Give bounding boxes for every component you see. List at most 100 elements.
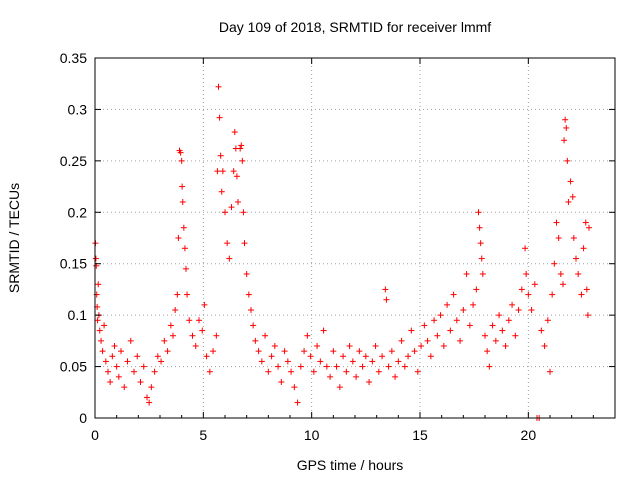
- data-point: [158, 358, 165, 365]
- data-point: [512, 332, 519, 339]
- data-point: [210, 348, 217, 355]
- data-point: [549, 291, 556, 298]
- data-point: [492, 337, 499, 344]
- data-point: [268, 353, 275, 360]
- data-point: [243, 271, 250, 277]
- y-tick-label: 0.05: [60, 359, 87, 375]
- data-point: [382, 286, 389, 293]
- data-point: [346, 343, 353, 349]
- data-points: [92, 83, 592, 421]
- data-point: [189, 332, 196, 339]
- data-point: [248, 307, 254, 313]
- chart-title: Day 109 of 2018, SRMTID for receiver lmm…: [219, 19, 491, 35]
- data-point: [179, 199, 186, 205]
- data-point: [180, 224, 187, 231]
- plot-frame: [94, 57, 616, 419]
- data-point: [541, 343, 548, 349]
- data-point: [199, 327, 206, 334]
- data-point: [343, 368, 350, 375]
- data-point: [213, 332, 220, 339]
- data-point: [183, 265, 189, 272]
- data-point: [584, 312, 591, 319]
- data-point: [255, 348, 262, 355]
- data-point: [278, 379, 285, 385]
- data-point: [96, 327, 103, 334]
- data-point: [479, 271, 486, 277]
- data-point: [411, 348, 418, 355]
- data-point: [186, 317, 193, 324]
- data-point: [398, 337, 405, 344]
- data-point: [392, 373, 399, 380]
- data-point: [525, 291, 532, 298]
- y-tick-label: 0.25: [60, 153, 87, 169]
- data-point: [219, 168, 226, 175]
- data-point: [437, 312, 444, 319]
- data-point: [121, 384, 128, 391]
- data-point: [111, 343, 118, 349]
- data-point: [235, 199, 241, 205]
- data-point: [518, 286, 525, 293]
- data-point: [578, 291, 585, 298]
- data-point: [161, 337, 168, 344]
- data-point: [184, 291, 191, 298]
- x-tick-label: 5: [199, 427, 207, 443]
- data-point: [291, 384, 298, 391]
- data-point: [203, 353, 210, 360]
- data-point: [457, 337, 464, 344]
- data-point: [297, 363, 304, 370]
- data-point: [181, 245, 188, 252]
- data-point: [167, 322, 174, 329]
- data-point: [95, 281, 102, 288]
- data-point: [372, 343, 379, 349]
- data-point: [565, 199, 572, 205]
- data-point: [310, 368, 317, 375]
- x-axis-label: GPS time / hours: [297, 457, 404, 473]
- data-point: [475, 209, 482, 216]
- data-point: [450, 291, 457, 298]
- data-point: [271, 343, 278, 349]
- y-tick-label: 0.2: [68, 204, 88, 220]
- data-point: [444, 301, 451, 308]
- data-point: [482, 332, 488, 339]
- data-point: [241, 240, 248, 247]
- data-point: [580, 245, 587, 252]
- data-point: [250, 322, 257, 329]
- data-point: [164, 348, 171, 355]
- data-point: [563, 124, 570, 131]
- data-point: [460, 307, 467, 313]
- data-point: [405, 353, 412, 360]
- data-point: [118, 348, 124, 355]
- data-point: [515, 307, 522, 313]
- y-tick-label: 0.35: [60, 50, 87, 66]
- y-tick-label: 0.1: [68, 307, 88, 323]
- data-point: [434, 332, 441, 339]
- data-point: [379, 353, 386, 360]
- data-point: [307, 353, 314, 360]
- data-point: [206, 368, 213, 375]
- data-point: [239, 157, 246, 164]
- data-point: [340, 353, 347, 360]
- data-point: [477, 240, 484, 247]
- data-point: [395, 358, 402, 365]
- data-point: [134, 353, 141, 360]
- data-point: [262, 332, 269, 339]
- data-point: [582, 219, 589, 226]
- data-point: [275, 363, 282, 370]
- data-point: [288, 368, 295, 375]
- data-point: [294, 399, 301, 406]
- data-point: [127, 337, 134, 344]
- data-point: [551, 260, 558, 267]
- data-point: [314, 343, 321, 349]
- data-point: [101, 322, 108, 329]
- data-point: [215, 83, 222, 90]
- data-point: [505, 317, 512, 324]
- data-point: [140, 363, 147, 370]
- data-point: [178, 157, 185, 164]
- data-point: [496, 312, 503, 319]
- data-point: [154, 353, 161, 360]
- data-point: [107, 379, 114, 385]
- data-point: [583, 286, 590, 293]
- data-point: [105, 368, 111, 375]
- data-point: [570, 235, 577, 241]
